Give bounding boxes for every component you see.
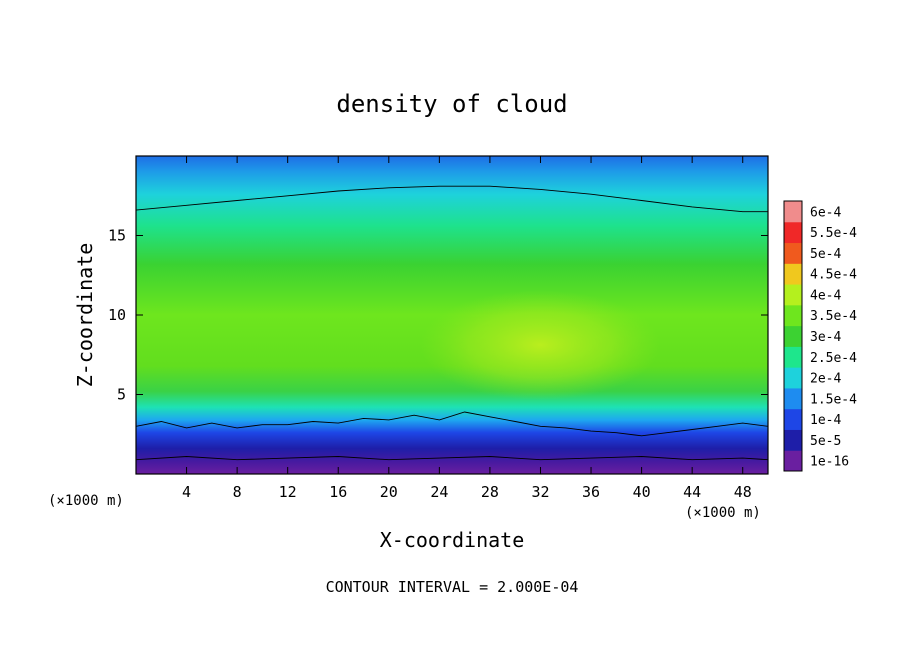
colorbar-swatch	[784, 304, 802, 327]
colorbar-swatch	[784, 367, 802, 389]
colorbar: 1e-16 5e-5 1e-4 1.5e-4 2e-4 2.5e-4 3e-4 3.5e-4 4…	[783, 200, 857, 472]
contour-line	[136, 411, 768, 437]
upper-low-density-region	[390, 156, 730, 186]
y-tick-label: 10	[108, 306, 126, 324]
x-axis-label: X-coordinate	[380, 528, 525, 552]
colorbar-label: 4e-4	[810, 288, 841, 303]
x-unit-label-left: (×1000 m)	[48, 493, 124, 509]
colorbar-label: 1.5e-4	[810, 392, 857, 407]
colorbar-label: 2e-4	[810, 372, 841, 387]
x-tick-label: 12	[279, 483, 297, 501]
colorbar-label: 5.5e-4	[810, 226, 857, 241]
contour-line	[136, 456, 768, 461]
x-tick-label: 40	[633, 483, 651, 501]
density-maximum-region	[420, 290, 660, 400]
colorbar-swatch	[784, 263, 802, 285]
colorbar-label: 6e-4	[810, 205, 841, 220]
contour-interval-note: CONTOUR INTERVAL = 2.000E-04	[326, 578, 579, 596]
colorbar-label: 1e-16	[810, 455, 849, 470]
colorbar-swatch	[784, 429, 802, 451]
colorbar-label: 5e-4	[810, 247, 841, 262]
x-tick-label: 16	[329, 483, 347, 501]
x-tick-label: 20	[380, 483, 398, 501]
colorbar-label: 3.5e-4	[810, 309, 857, 324]
x-tick-label: 32	[531, 483, 549, 501]
colorbar-swatch	[784, 325, 802, 347]
y-tick-label: 15	[108, 227, 126, 245]
colorbar-swatch	[784, 450, 802, 472]
colorbar-label: 2.5e-4	[810, 351, 857, 366]
x-tick-label: 28	[481, 483, 499, 501]
x-axis: 4 8 12 16 20 24 28 32 36 40 44 48	[182, 156, 752, 501]
colorbar-label: 3e-4	[810, 330, 841, 345]
chart-title: density of cloud	[336, 90, 567, 118]
y-axis-label: Z-coordinate	[73, 243, 97, 388]
colorbar-label: 1e-4	[810, 413, 841, 428]
colorbar-swatch	[784, 201, 802, 223]
y-axis: 5 10 15	[108, 227, 768, 404]
colorbar-swatch	[784, 242, 802, 264]
plot-area	[136, 156, 768, 474]
x-tick-label: 4	[182, 483, 191, 501]
colorbar-swatch	[784, 284, 802, 306]
x-tick-label: 44	[683, 483, 701, 501]
colorbar-swatch	[784, 221, 802, 244]
colorbar-label: 4.5e-4	[810, 268, 857, 283]
colorbar-swatch	[784, 346, 802, 368]
contour-lines	[136, 185, 768, 461]
colorbar-swatch	[784, 408, 802, 430]
x-unit-label-right: (×1000 m)	[685, 505, 761, 521]
x-tick-label: 24	[430, 483, 448, 501]
colorbar-label: 5e-5	[810, 434, 841, 449]
y-tick-label: 5	[117, 386, 126, 404]
x-tick-label: 8	[233, 483, 242, 501]
colorbar-frame	[783, 200, 803, 472]
colorbar-swatch	[784, 387, 802, 410]
x-tick-label: 48	[734, 483, 752, 501]
contour-line	[136, 185, 768, 213]
x-tick-label: 36	[582, 483, 600, 501]
